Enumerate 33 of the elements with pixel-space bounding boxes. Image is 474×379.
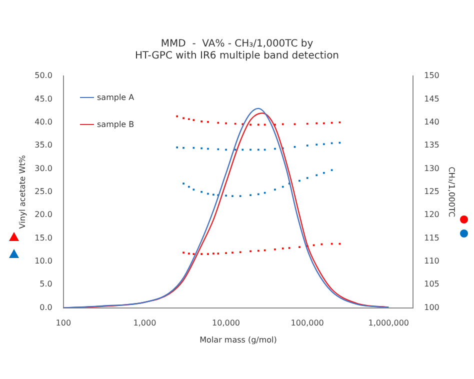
legend-label: sample A [97,92,134,102]
x-tick-label: 1,000,000 [368,318,410,328]
y-tick-label: 20.0 [34,210,52,220]
x-tick-label: 10,000 [212,318,240,328]
y2-tick-label: 125 [424,186,440,196]
y-tick-label: 45.0 [34,94,52,104]
y-tick-label: 50.0 [34,71,52,80]
y2-tick-label: 100 [424,302,440,312]
y2-tick-label: 120 [424,210,440,220]
x-tick-label: 100,000 [290,318,324,328]
y2-tick-label: 140 [424,117,440,126]
y-tick-label: 35.0 [34,140,52,150]
y-tick-label: 0.0 [40,302,52,312]
y2-tick-label: 130 [424,164,440,173]
legend-label: sample B [97,120,134,128]
y2-axis-title: CH₃/1,000TC [447,166,456,218]
y-tick-label: 30.0 [34,164,52,173]
x-axis-title: Molar mass (g/mol) [200,335,277,344]
x-tick-label: 1,000 [133,318,156,328]
y2-tick-label: 150 [424,71,440,80]
y2-tick-label: 115 [424,233,440,242]
y-tick-label: 15.0 [34,233,52,242]
chart-title: MMD - VA% - CH₃/1,000TC by HT-GPC with IR6 multiple band detection [134,38,340,62]
y2-tick-label: 135 [424,140,440,150]
y2-tick-label: 110 [424,256,440,266]
y-axis-title: Vinyl acetate Wt% [18,154,27,229]
y-tick-label: 25.0 [34,186,52,196]
y2-tick-label: 145 [424,94,440,104]
y-tick-label: 10.0 [34,256,52,266]
y-tick-label: 40.0 [34,117,52,126]
y-tick-label: 5.0 [40,280,52,289]
y2-tick-label: 105 [424,280,440,289]
x-tick-label: 100 [56,318,72,328]
